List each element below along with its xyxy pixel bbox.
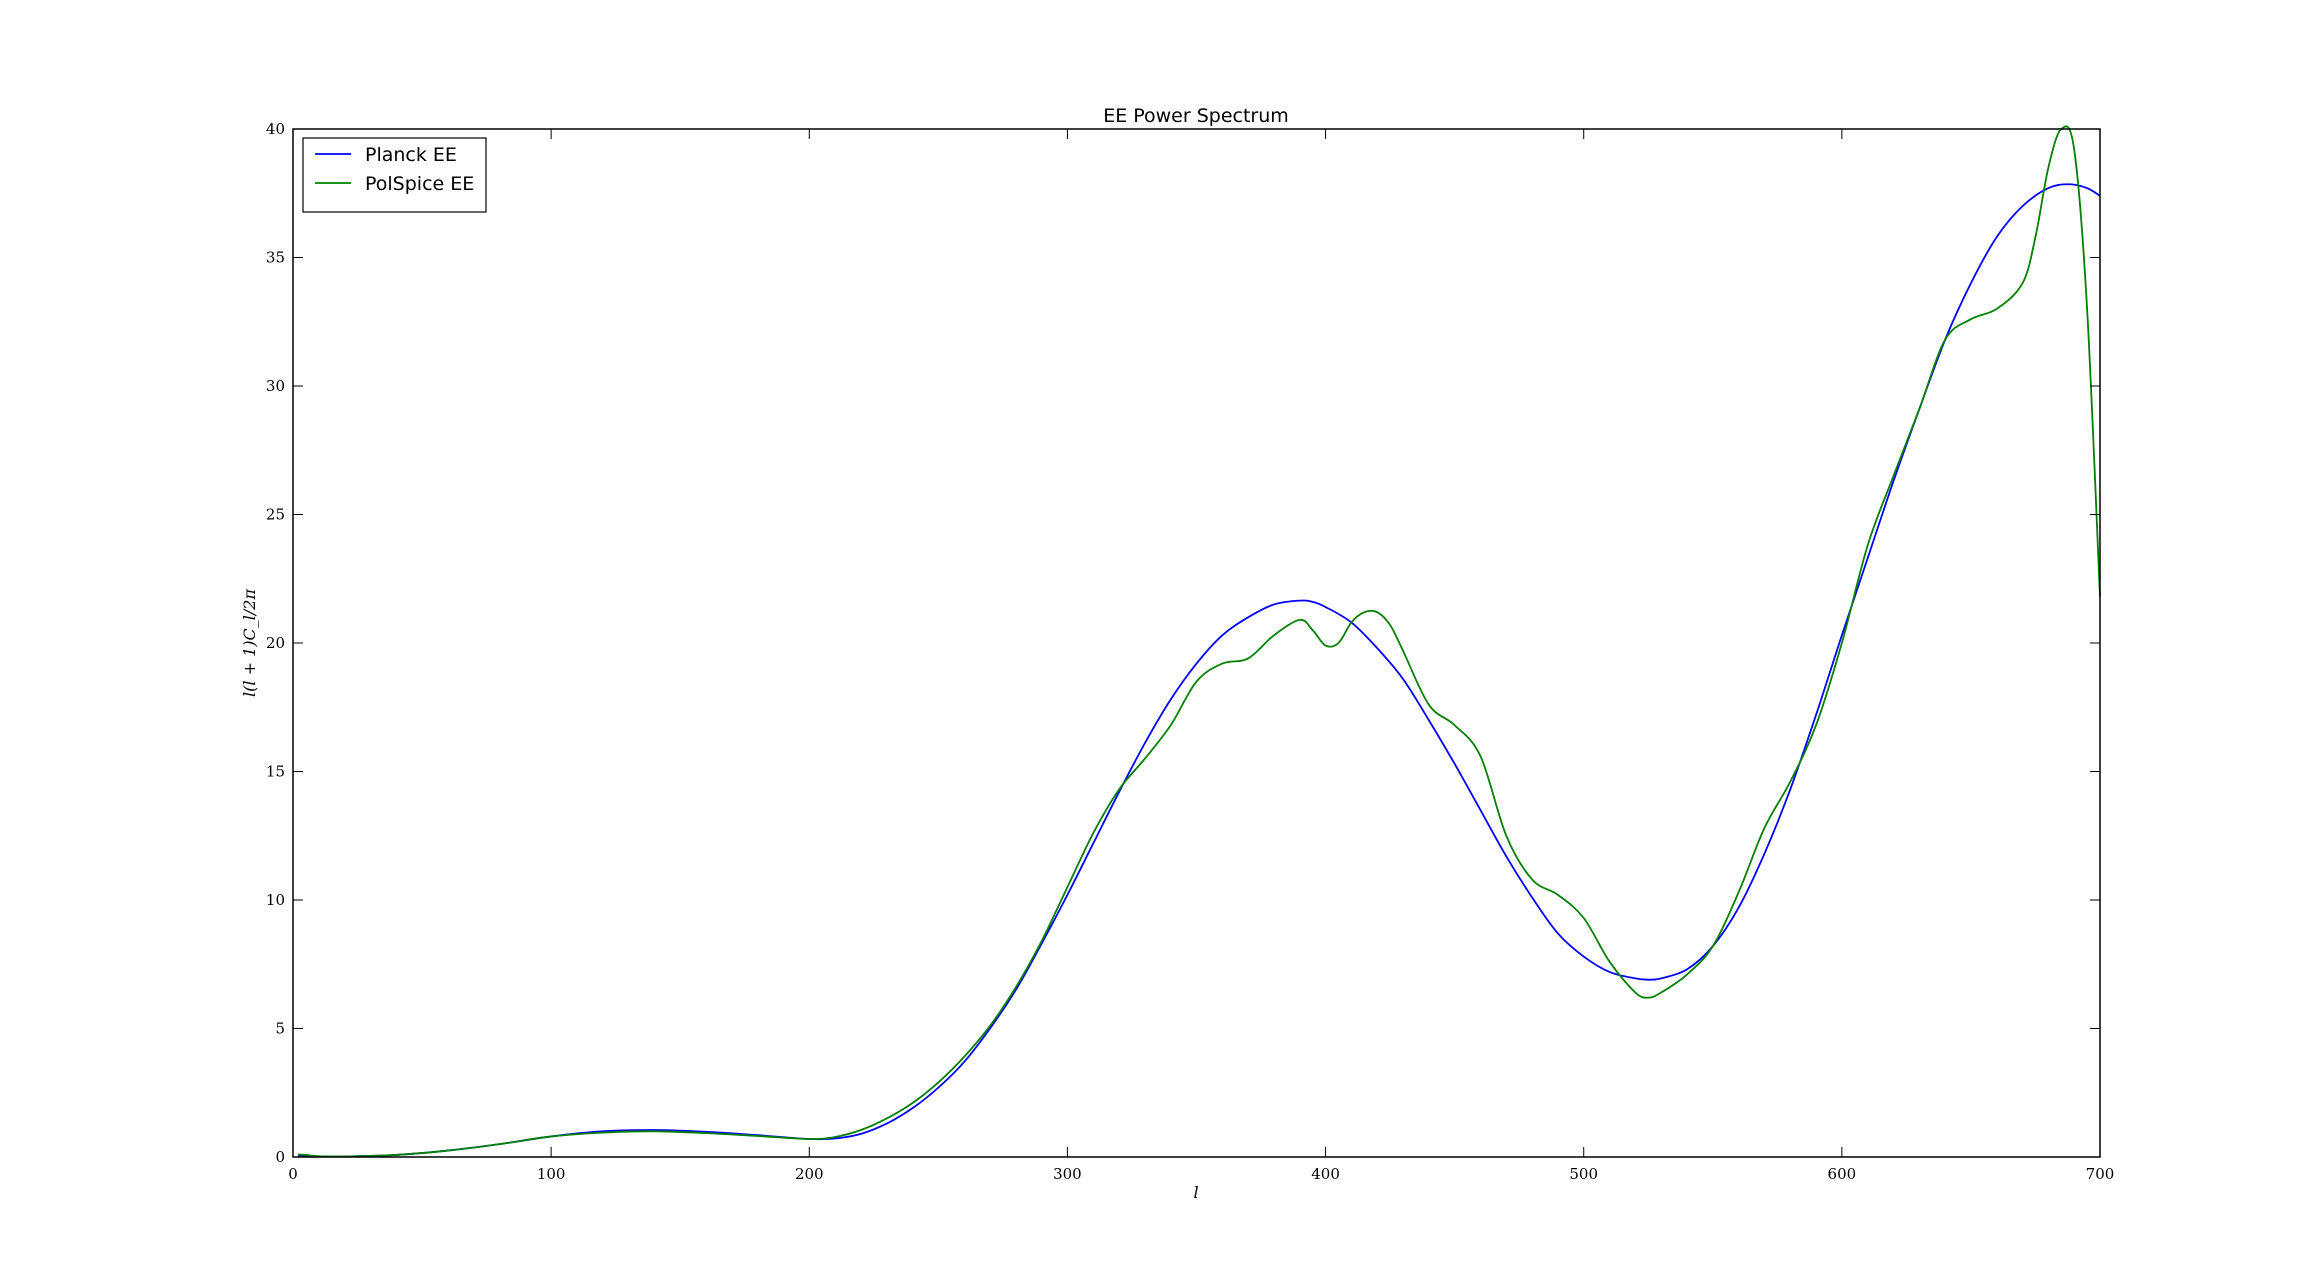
y-tick-label: 15 — [266, 763, 285, 781]
plot-area-frame — [292, 128, 2101, 1158]
y-tick-label: 20 — [266, 634, 285, 652]
x-tick-label: 400 — [1311, 1165, 1340, 1183]
legend-label: PolSpice EE — [365, 173, 474, 195]
y-tick-label: 25 — [266, 506, 285, 524]
y-axis-label: l(l + 1)C_l/2π — [240, 589, 259, 697]
chart-title: EE Power Spectrum — [1103, 105, 1289, 127]
y-tick-label: 35 — [266, 249, 285, 267]
legend-box — [302, 137, 487, 213]
x-axis-label: l — [1193, 1183, 1198, 1202]
y-tick-label: 5 — [275, 1020, 285, 1038]
series-line-2 — [298, 125, 2101, 1158]
x-tick-label: 600 — [1828, 1165, 1857, 1183]
y-tick-label: 40 — [266, 120, 285, 138]
y-tick-label: 30 — [266, 377, 285, 395]
x-tick-label: 300 — [1053, 1165, 1082, 1183]
series-layer — [298, 125, 2101, 1158]
x-tick-label: 200 — [795, 1165, 824, 1183]
x-tick-label: 100 — [537, 1165, 566, 1183]
y-tick-label: 0 — [275, 1148, 285, 1166]
series-line-1 — [298, 183, 2101, 1158]
y-tick-label: 10 — [266, 891, 285, 909]
axis-ticks: 0 100 200 300 400 500 600 700 0 5 10 15 20 25 30 35 40 — [266, 120, 2114, 1183]
x-tick-label: 500 — [1569, 1165, 1598, 1183]
x-tick-label: 0 — [288, 1165, 298, 1183]
legend: Planck EE PolSpice EE — [302, 137, 487, 213]
legend-label: Planck EE — [365, 144, 457, 166]
x-tick-label: 700 — [2086, 1165, 2115, 1183]
